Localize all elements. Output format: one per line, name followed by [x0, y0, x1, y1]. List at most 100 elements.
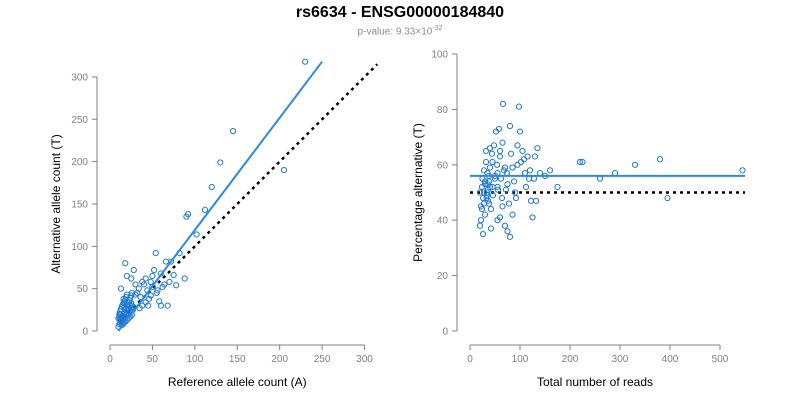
panel-right-y-tick-label-4: 80 [437, 105, 449, 116]
chart-title: rs6634 - ENSG00000184840 [295, 4, 505, 21]
panel-right-point-7 [482, 158, 490, 166]
panel-right-point-68 [664, 194, 671, 202]
panel-right-point-97 [480, 189, 488, 196]
panel-left-x-tick-label-4: 200 [271, 354, 288, 365]
panel-right-point-24 [496, 153, 504, 160]
panel-left-point-80 [166, 278, 173, 285]
panel-right-point-72 [478, 206, 486, 213]
panel-left-point-95 [123, 272, 131, 280]
panel-right-point-85 [504, 228, 511, 235]
panel-right-point-6 [481, 211, 489, 218]
p-value-text: p-value: 9.33×10 [357, 26, 433, 38]
panel-left-point-57 [122, 260, 129, 267]
panel-left-point-81 [167, 258, 175, 265]
panel-right-point-61 [554, 183, 561, 191]
panel-left-point-85 [181, 275, 188, 282]
panel-right-point-5 [480, 167, 488, 174]
panel-left-point-78 [162, 258, 170, 265]
panel-right-point-88 [514, 161, 521, 168]
panel-right-point-16 [489, 192, 497, 199]
panel-left-point-59 [130, 266, 137, 274]
panel-right-point-63 [579, 158, 586, 166]
panel-right-point-17 [490, 142, 498, 149]
panel-left-point-88 [193, 231, 200, 238]
panel-right-point-56 [532, 197, 540, 204]
panel-left-point-66 [142, 275, 149, 282]
panel-right-point-49 [524, 153, 531, 160]
panel-right-point-55 [531, 153, 539, 160]
panel-right-y-tick-label-2: 40 [437, 216, 449, 227]
panel-left-point-53 [123, 305, 130, 313]
panel-right-point-20 [493, 161, 501, 168]
panel-left-point-47 [117, 285, 125, 292]
panel-left-point-101 [157, 302, 165, 309]
panel-left-y-tick-label-5: 250 [71, 115, 88, 126]
panel-right-point-26 [498, 194, 506, 202]
panel-left-reference-line [117, 63, 379, 324]
panel-right-point-39 [511, 189, 519, 196]
panel-right-point-57 [534, 145, 541, 152]
panel-right-point-31 [502, 186, 510, 193]
panel-right-y-tick-label-0: 0 [442, 327, 448, 338]
panel-right-point-70 [476, 222, 484, 229]
panel-right-point-81 [487, 225, 495, 232]
panel-right-point-0 [476, 189, 484, 196]
panel-right-y-axis-label: Percentage alternative (T) [411, 123, 425, 262]
panel-right-point-4 [479, 194, 487, 202]
panel-left-x-axis-label: Reference allele count (A) [168, 375, 307, 389]
panel-left-point-52 [121, 304, 128, 311]
panel-right-point-75 [481, 181, 489, 188]
panel-right-point-83 [496, 147, 504, 155]
panel-right-x-tick-label-5: 500 [712, 354, 729, 365]
panel-left-point-97 [136, 305, 143, 312]
chart-subtitle: p-value: 9.33×10-32 [0, 25, 800, 37]
panel-right-point-84 [501, 222, 509, 229]
panel-right-point-12 [486, 164, 494, 171]
panel-right-point-22 [494, 186, 502, 193]
panel-left-point-56 [128, 299, 135, 307]
panel-left-y-tick-label-0: 0 [82, 327, 88, 338]
panel-left-point-100 [153, 289, 160, 296]
panel-right-point-99 [485, 200, 493, 207]
panel-right-point-40 [512, 194, 520, 202]
panel-right-point-13 [487, 206, 495, 213]
panel-left-point-62 [135, 285, 142, 292]
panel-left-x-tick-label-3: 150 [229, 354, 246, 365]
panel-right-point-28 [499, 100, 507, 107]
panel-right-point-93 [486, 183, 494, 191]
panel-left-point-41 [120, 320, 127, 327]
panel-left-point-79 [164, 302, 171, 309]
panel-left-y-tick-label-4: 200 [71, 157, 88, 168]
panel-right-point-76 [482, 147, 490, 155]
panel-right-point-35 [506, 122, 514, 130]
panel-left-point-69 [147, 278, 154, 285]
panel-left-point-99 [147, 292, 154, 299]
panel-left-y-tick-label-1: 50 [77, 284, 89, 295]
panel-left-point-48 [120, 295, 127, 302]
panel-left-point-51 [117, 311, 124, 319]
panel-left-point-91 [217, 159, 224, 166]
panel-left-y-tick-label-2: 100 [71, 242, 88, 253]
panel-left-y-tick-label-3: 150 [71, 199, 88, 210]
panel-left-y-tick-label-6: 300 [71, 72, 88, 83]
panel-left-point-72 [152, 249, 159, 257]
panel-right-point-23 [495, 125, 503, 132]
panel-right-x-tick-label-2: 200 [562, 354, 579, 365]
panel-right-point-52 [527, 197, 535, 204]
panel-right-point-79 [485, 178, 493, 185]
panel-right-point-42 [515, 103, 523, 110]
panel-left-point-71 [151, 266, 158, 274]
panel-right-point-41 [514, 142, 521, 149]
panel-left-point-43 [123, 316, 131, 324]
panel-left-x-tick-label-1: 50 [147, 354, 159, 365]
panel-right-point-14 [488, 150, 496, 157]
panel-right-point-89 [496, 214, 504, 221]
panel-left-point-96 [132, 291, 139, 298]
panel-right-point-87 [509, 211, 516, 218]
panel-left-y-axis-label: Alternative allele count (T) [49, 134, 63, 273]
panel-right-y-tick-label-5: 100 [431, 50, 448, 61]
panel-left-point-87 [184, 211, 192, 218]
panel-right-point-96 [494, 183, 501, 191]
panel-right-point-98 [483, 194, 490, 202]
panel-left-point-44 [125, 315, 132, 322]
